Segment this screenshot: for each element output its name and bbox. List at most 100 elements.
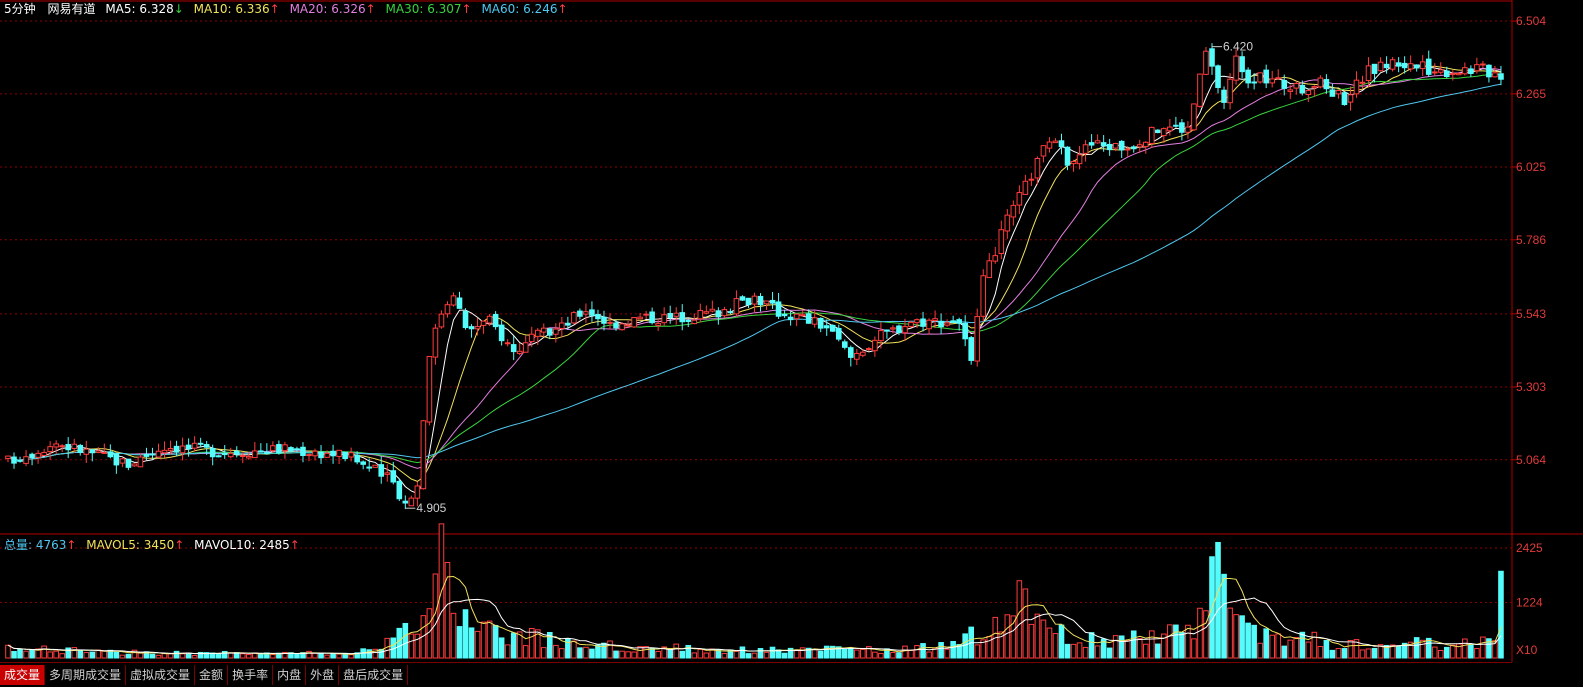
volume-bar xyxy=(661,646,667,659)
moving-average-lines xyxy=(7,64,1502,495)
candle-body xyxy=(775,301,782,317)
candle-body xyxy=(23,456,29,464)
candle-body xyxy=(986,260,993,279)
volume-bar xyxy=(1383,644,1390,659)
candle-body xyxy=(450,295,457,306)
candle-body xyxy=(817,317,824,329)
volume-bar xyxy=(998,631,1005,659)
volume-bar xyxy=(872,651,878,659)
candle-body xyxy=(619,323,625,331)
candle-body xyxy=(270,445,276,452)
tab-volume[interactable]: 成交量 xyxy=(0,665,46,685)
tab-turnover[interactable]: 换手率 xyxy=(228,665,274,685)
candle-body xyxy=(787,316,794,321)
volume-bar xyxy=(697,648,704,659)
candle-body xyxy=(613,322,619,329)
volume-bar xyxy=(215,653,222,659)
volume-bar xyxy=(1389,644,1396,659)
tab-after-hours-volume[interactable]: 盘后成交量 xyxy=(339,665,409,685)
candle-body xyxy=(1462,67,1468,75)
candle-body xyxy=(1124,148,1131,151)
volume-bar xyxy=(547,631,553,659)
candle-body xyxy=(288,447,294,452)
volume-bar xyxy=(1281,645,1288,659)
candle-body xyxy=(47,446,53,453)
volume-bar xyxy=(823,645,830,659)
candle-body xyxy=(595,313,601,320)
candle-body xyxy=(643,313,649,316)
volume-bar xyxy=(185,652,192,659)
candle-body xyxy=(1185,126,1191,133)
volume-bar xyxy=(173,650,180,659)
candle-body xyxy=(89,449,96,454)
volume-bar xyxy=(330,653,336,659)
volume-bar xyxy=(974,644,981,659)
candle-body xyxy=(1305,90,1312,95)
candle-body xyxy=(474,326,481,330)
volume-bar xyxy=(504,644,511,659)
candle-body xyxy=(131,463,138,467)
volume-bar xyxy=(589,648,595,659)
header-line: 5分钟 网易有道 MA5: 6.328↓ MA10: 6.336↑ MA20: … xyxy=(4,1,568,16)
candle-body xyxy=(233,450,240,455)
volume-bar xyxy=(203,652,210,659)
volume-bar xyxy=(1064,643,1071,659)
candle-body xyxy=(1431,71,1438,74)
volume-bar xyxy=(89,651,96,659)
volume-bar xyxy=(197,651,204,659)
candle-body xyxy=(1004,214,1011,232)
candle-body xyxy=(378,464,385,477)
candle-body xyxy=(408,497,415,507)
volume-bar xyxy=(366,649,372,659)
tab-multi-period-volume[interactable]: 多周期成交量 xyxy=(45,665,127,685)
candle-body xyxy=(884,329,890,332)
tab-outer-volume[interactable]: 外盘 xyxy=(306,665,340,685)
candle-body xyxy=(41,451,47,456)
candle-body xyxy=(318,451,324,459)
volume-bar xyxy=(613,650,619,659)
candle-body xyxy=(631,316,637,328)
candle-body xyxy=(1239,56,1245,73)
ma30-arrow: ↑ xyxy=(462,2,472,16)
price-tick-label: 6.025 xyxy=(1516,160,1546,174)
volume-bar xyxy=(745,653,752,659)
volume-bar xyxy=(835,646,842,659)
candle-body xyxy=(197,442,204,445)
candle-body xyxy=(119,458,126,464)
candle-body xyxy=(715,310,722,318)
volume-bar xyxy=(468,627,475,659)
candle-body xyxy=(1425,58,1432,75)
candle-body xyxy=(1040,145,1047,157)
volume-bar xyxy=(5,644,11,659)
candle-body xyxy=(276,444,282,454)
volume-bar xyxy=(583,646,589,659)
candle-body xyxy=(1191,103,1197,131)
volume-bar xyxy=(1305,641,1312,659)
candle-body xyxy=(65,444,72,451)
candle-body xyxy=(1437,69,1444,73)
volume-tick-label: 1224 xyxy=(1516,595,1543,609)
tab-virtual-volume[interactable]: 虚拟成交量 xyxy=(126,665,196,685)
volume-bar xyxy=(1173,624,1179,659)
candle-body xyxy=(528,333,535,343)
tab-inner-volume[interactable]: 内盘 xyxy=(273,665,307,685)
candle-body xyxy=(191,442,198,449)
volume-bar xyxy=(17,648,23,659)
tab-amount[interactable]: 金额 xyxy=(195,665,229,685)
volume-bar xyxy=(1431,646,1438,659)
volume-bar xyxy=(1022,588,1029,659)
candle-body xyxy=(926,319,932,330)
stock-name: 网易有道 xyxy=(47,2,95,16)
candle-body xyxy=(697,309,704,320)
candle-body xyxy=(968,337,975,361)
volume-bar xyxy=(1371,647,1378,659)
candle-body xyxy=(998,229,1005,255)
volume-bar xyxy=(1082,646,1089,659)
candle-body xyxy=(185,444,192,450)
candle-body xyxy=(390,470,397,483)
volume-bar xyxy=(1185,624,1191,659)
volume-bar xyxy=(848,647,854,659)
candle-body xyxy=(559,322,565,329)
volume-bar xyxy=(1407,641,1414,659)
mavol5-readout: MAVOL5: 3450 xyxy=(86,538,174,552)
